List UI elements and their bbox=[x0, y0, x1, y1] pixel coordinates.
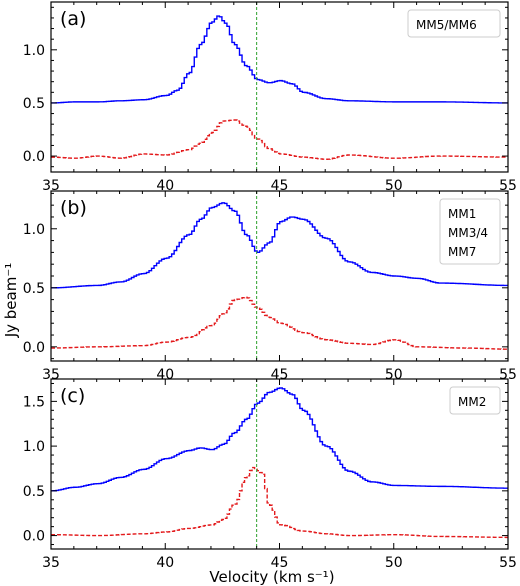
x-tick-label: 40 bbox=[156, 178, 174, 194]
x-tick-label: 35 bbox=[42, 555, 60, 571]
y-tick-label: 0.5 bbox=[23, 281, 45, 297]
y-tick-label: 0.0 bbox=[23, 149, 45, 165]
x-tick-label: 50 bbox=[385, 555, 403, 571]
solid-series-line-p1 bbox=[51, 15, 508, 104]
legend-box bbox=[439, 198, 501, 265]
x-tick-label: 55 bbox=[499, 555, 517, 571]
panel-1: 35 40 45 50 55 0.0 0.5 1.0 (a) MM5/MM6 bbox=[23, 1, 517, 194]
solid-series-line-p2 bbox=[51, 202, 508, 289]
x-tick-label: 35 bbox=[42, 178, 60, 194]
dashed-series-line-p1 bbox=[51, 119, 508, 160]
solid-series-line-p3 bbox=[51, 387, 508, 492]
legend-entry: MM1 bbox=[448, 207, 476, 221]
x-tick-label: 50 bbox=[385, 178, 403, 194]
legend-entry: MM3/4 bbox=[448, 226, 488, 240]
y-tick-label: 1.0 bbox=[23, 222, 45, 238]
y-tick-label: 0.0 bbox=[23, 529, 45, 545]
x-tick-label: 40 bbox=[156, 555, 174, 571]
plot-frame-p2 bbox=[50, 190, 509, 362]
legend-box bbox=[407, 9, 501, 38]
plot-frame-p3 bbox=[50, 378, 509, 550]
panel-label: (a) bbox=[60, 8, 86, 30]
dashed-series-line-p3 bbox=[51, 466, 508, 539]
y-tick-label: 0.5 bbox=[23, 96, 45, 112]
panels: 35 40 45 50 55 0.0 0.5 1.0 (a) MM5/MM6 35 40 45 50 55 0… bbox=[23, 1, 517, 571]
y-tick-label: 1.5 bbox=[23, 394, 45, 410]
y-tick-label: 0.0 bbox=[23, 340, 45, 356]
y-tick-label: 0.5 bbox=[23, 484, 45, 500]
legend-box bbox=[449, 386, 501, 415]
y-axis-title: Jy beam⁻¹ bbox=[2, 263, 20, 339]
panel-label: (b) bbox=[60, 197, 87, 219]
legend-entry: MM7 bbox=[448, 245, 476, 259]
y-tick-label: 1.0 bbox=[23, 439, 45, 455]
legend-entry: MM5/MM6 bbox=[416, 18, 477, 32]
dashed-series-line-p2 bbox=[51, 296, 508, 350]
x-tick-label: 45 bbox=[271, 178, 289, 194]
legend-entry: MM2 bbox=[458, 395, 486, 409]
x-axis-title: Velocity (km s⁻¹) bbox=[209, 568, 334, 586]
x-tick-label: 55 bbox=[499, 178, 517, 194]
y-tick-label: 1.0 bbox=[23, 43, 45, 59]
panel-label: (c) bbox=[60, 385, 85, 407]
panel-3: 35 40 45 50 55 0.0 0.5 1.0 1.5 (c) MM2 bbox=[23, 378, 517, 571]
x-tick-label: 45 bbox=[271, 555, 289, 571]
